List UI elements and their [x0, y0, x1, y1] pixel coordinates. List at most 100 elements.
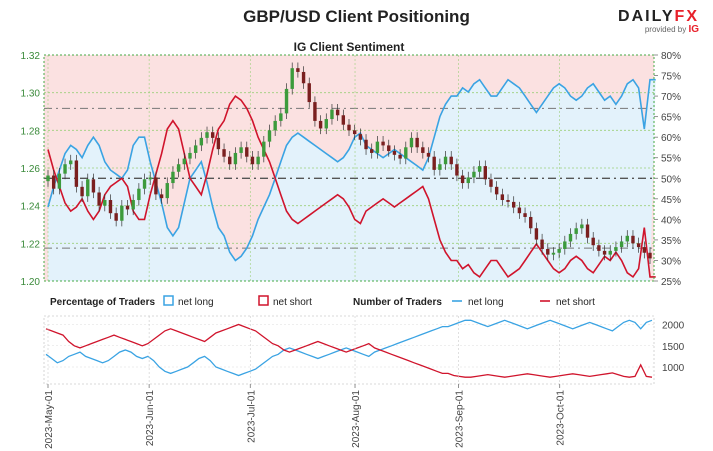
- candle-body: [279, 113, 283, 121]
- percent-tick-label: 65%: [661, 113, 681, 124]
- count-tick-label: 1500: [662, 342, 685, 353]
- candle-body: [256, 156, 260, 165]
- x-tick-label: 2023-Sep-01: [455, 390, 466, 448]
- candle-body: [103, 200, 107, 206]
- candle-body: [455, 164, 459, 176]
- candle-body: [159, 194, 164, 199]
- candle-body: [210, 132, 215, 138]
- price-tick-label: 1.30: [21, 89, 41, 100]
- candle-body: [347, 124, 351, 131]
- candle-body: [188, 152, 192, 159]
- candle-body: [222, 149, 226, 157]
- legend-net-short-label: net short: [273, 297, 312, 308]
- legend-number-title: Number of Traders: [353, 297, 442, 308]
- candle-body: [51, 175, 56, 189]
- candle-body: [267, 130, 272, 142]
- candle-body: [523, 213, 527, 217]
- candle-body: [540, 239, 544, 249]
- candle-body: [409, 137, 414, 148]
- candle-body: [142, 179, 147, 189]
- candle-body: [352, 130, 357, 135]
- chart-main-title: GBP/USD Client Positioning: [243, 7, 470, 26]
- candle-body: [91, 179, 96, 193]
- candle-body: [330, 109, 334, 120]
- candle-body: [636, 243, 641, 248]
- legend-long-box: [163, 295, 174, 306]
- candle-body: [301, 71, 306, 84]
- candle-body: [608, 250, 612, 255]
- brand-accent: FX: [674, 8, 699, 25]
- candle-body: [460, 175, 465, 184]
- count-tick-label: 1000: [662, 363, 685, 374]
- price-tick-label: 1.24: [21, 202, 41, 213]
- candle-body: [74, 160, 79, 187]
- candle-body: [199, 137, 204, 146]
- price-tick-label: 1.20: [21, 277, 41, 288]
- candle-body: [557, 248, 561, 253]
- x-tick-label: 2023-Jun-01: [145, 390, 156, 447]
- count-tick-label: 2000: [662, 321, 685, 332]
- candle-body: [574, 228, 578, 234]
- candle-body: [80, 186, 84, 197]
- price-tick-label: 1.32: [21, 51, 41, 62]
- candle-body: [296, 68, 300, 72]
- candle-body: [585, 224, 590, 238]
- candle-body: [511, 201, 516, 208]
- count-net-long-line: [45, 319, 653, 377]
- net-short-pct-line: [47, 94, 656, 279]
- brand-ig: IG: [688, 24, 699, 35]
- candle-body: [648, 252, 652, 259]
- x-tick-label: 2023-Oct-01: [556, 390, 567, 446]
- candle-body: [602, 250, 607, 255]
- candle-body: [432, 156, 436, 170]
- sentiment-subtitle: IG Client Sentiment: [294, 40, 405, 54]
- candle-body: [494, 186, 499, 195]
- candle-body: [625, 235, 629, 242]
- candle-body: [335, 109, 340, 116]
- candle-body: [131, 200, 135, 210]
- brand-subtitle: provided by IG: [618, 24, 699, 35]
- candle-body: [477, 166, 482, 172]
- candle-body: [171, 171, 175, 184]
- candle-body: [534, 228, 539, 240]
- candle-body: [182, 158, 187, 165]
- candle-body: [421, 147, 425, 153]
- percent-tick-label: 45%: [661, 195, 681, 206]
- percent-tick-label: 70%: [661, 92, 681, 103]
- candle-body: [506, 200, 510, 202]
- candle-body: [63, 164, 67, 174]
- candle-body: [114, 213, 118, 221]
- dailyfx-logo: DAILYFX provided by IG: [618, 8, 699, 35]
- candle-body: [517, 207, 522, 214]
- candle-body: [387, 145, 391, 152]
- percent-tick-label: 35%: [661, 236, 681, 247]
- candle-body: [239, 147, 243, 153]
- candle-body: [546, 248, 550, 255]
- candle-body: [631, 235, 635, 244]
- candle-body: [307, 83, 311, 103]
- candle-body: [358, 134, 363, 140]
- dailyfx-wordmark: DAILYFX: [618, 8, 699, 26]
- legend-percentage-title: Percentage of Traders: [50, 297, 155, 308]
- candle-body: [364, 139, 368, 150]
- candle-body: [619, 241, 624, 248]
- candle-body: [233, 152, 238, 165]
- candle-body: [290, 68, 294, 89]
- candle-body: [489, 179, 493, 187]
- candle-body: [392, 151, 397, 155]
- legend-short-box: [258, 295, 269, 306]
- count-net-short-line: [45, 323, 653, 378]
- x-tick-label: 2023-May-01: [44, 390, 55, 449]
- candle-body: [69, 160, 73, 165]
- percent-tick-label: 25%: [661, 277, 681, 288]
- candle-body: [97, 192, 101, 206]
- candle-body: [404, 147, 408, 159]
- candle-body: [137, 188, 141, 201]
- net-long-pct-line: [47, 78, 656, 262]
- legend-num-net-short-label: net short: [556, 297, 595, 308]
- net-long-area: [48, 79, 656, 281]
- candle-body: [529, 216, 533, 229]
- candle-body: [108, 200, 113, 214]
- candle-body: [125, 205, 130, 210]
- candle-body: [614, 247, 618, 251]
